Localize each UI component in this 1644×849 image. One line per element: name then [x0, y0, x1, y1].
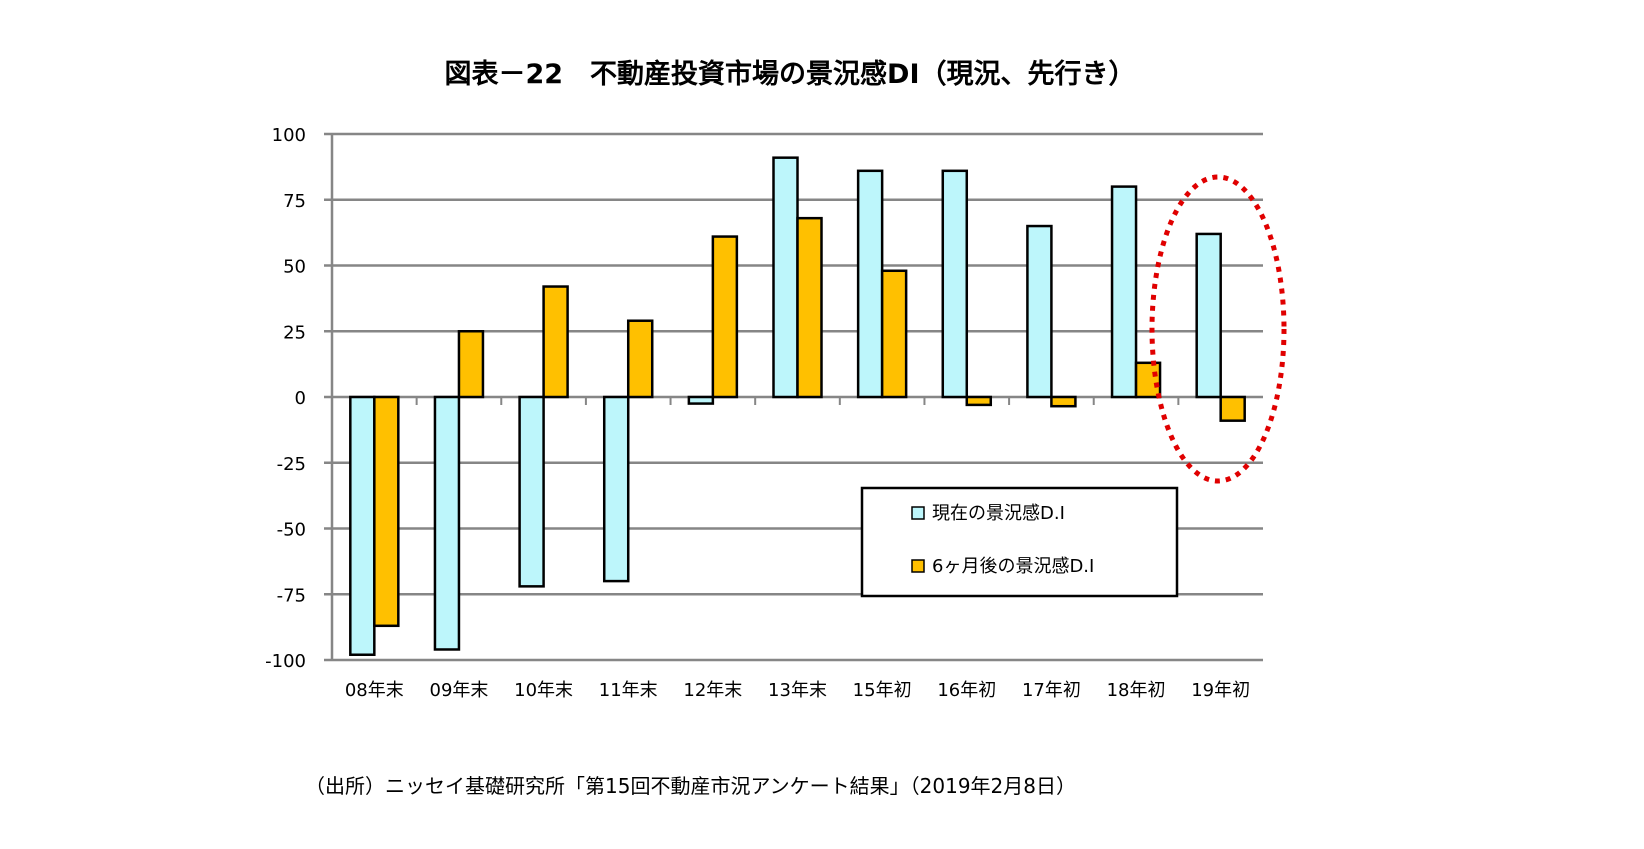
legend	[860, 486, 1179, 598]
bar-6month-di	[373, 395, 400, 628]
y-tick-label: -75	[277, 585, 306, 606]
bar-6month-di	[1050, 395, 1077, 408]
y-tick-label: -25	[277, 454, 306, 475]
bar-6month-di	[1219, 395, 1246, 422]
x-tick-label: 16年初	[937, 680, 996, 701]
bar-current-di	[941, 169, 969, 399]
bar-6month-di	[880, 269, 908, 399]
x-tick-label: 18年初	[1107, 680, 1166, 701]
bar-6month-di	[711, 235, 739, 399]
chart-title: 図表－22 不動産投資市場の景況感DI（現況、先行き）	[444, 59, 1136, 90]
y-tick-label: -100	[265, 651, 306, 672]
y-tick-label: 75	[283, 191, 306, 212]
x-tick-label: 08年末	[345, 680, 404, 701]
x-tick-label: 17年初	[1022, 680, 1081, 701]
bar-current-di	[1195, 232, 1222, 399]
legend-swatch	[911, 559, 925, 573]
y-tick-label: 0	[295, 388, 306, 409]
legend-swatch	[911, 506, 925, 520]
bar-current-di	[602, 395, 630, 583]
legend-label: 6ヶ月後の景況感D.I	[932, 556, 1094, 577]
bar-current-di	[687, 395, 715, 405]
y-tick-label: 100	[272, 125, 306, 146]
bar-current-di	[1110, 185, 1138, 399]
bar-current-di	[349, 395, 376, 656]
bar-6month-di	[1134, 361, 1162, 399]
y-tick-label: -50	[277, 520, 306, 541]
y-tick-label: 25	[283, 322, 306, 343]
bar-6month-di	[796, 216, 823, 399]
bar-current-di	[433, 395, 461, 651]
bar-current-di	[1026, 224, 1053, 399]
bar-6month-di	[626, 319, 654, 399]
bar-current-di	[518, 395, 545, 588]
bar-current-di	[772, 156, 799, 399]
x-tick-label: 15年初	[853, 680, 912, 701]
x-tick-label: 11年末	[599, 680, 658, 701]
x-tick-label: 09年末	[430, 680, 489, 701]
x-tick-label: 10年末	[514, 680, 573, 701]
x-tick-label: 19年初	[1191, 680, 1250, 701]
y-tick-label: 50	[283, 257, 306, 278]
bar-6month-di	[542, 285, 569, 399]
bar-current-di	[856, 169, 884, 399]
source-note: （出所）ニッセイ基礎研究所「第15回不動産市況アンケート結果」（2019年2月8…	[305, 774, 1076, 798]
legend-label: 現在の景況感D.I	[932, 503, 1065, 524]
bar-6month-di	[965, 395, 993, 407]
highlight-ellipse	[1149, 174, 1287, 484]
x-tick-label: 13年末	[768, 680, 827, 701]
bar-6month-di	[457, 330, 485, 399]
x-tick-label: 12年末	[683, 680, 742, 701]
